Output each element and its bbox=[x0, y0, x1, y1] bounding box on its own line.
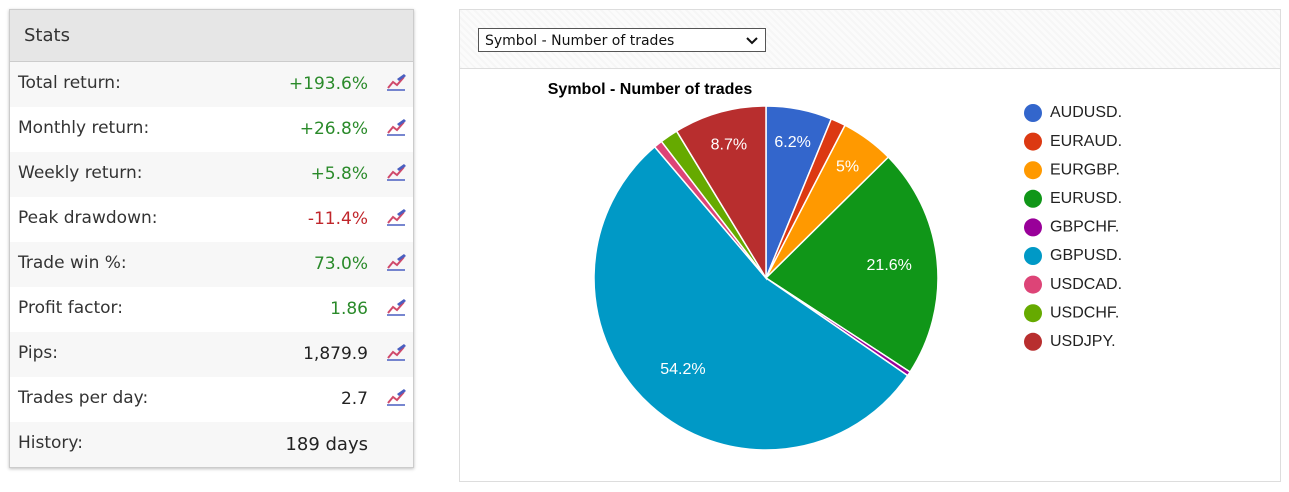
icon-line bbox=[387, 76, 405, 89]
legend-swatch bbox=[1024, 161, 1042, 180]
icon-pen bbox=[397, 254, 406, 261]
dropdown-arrow bbox=[746, 37, 758, 45]
data-label: 21.6% bbox=[867, 257, 912, 274]
chart-icon[interactable] bbox=[385, 163, 407, 181]
icon-line bbox=[387, 391, 405, 404]
stats-rows: Total return: +193.6% Monthly return: +26.… bbox=[10, 62, 413, 467]
pie-slice bbox=[593, 145, 909, 451]
stat-value: 1,879.9 bbox=[303, 344, 368, 364]
dropdown-label: Symbol - Number of trades bbox=[485, 33, 675, 49]
stat-row: Weekly return: +5.8% bbox=[10, 152, 413, 197]
stat-row: Total return: +193.6% bbox=[10, 62, 413, 107]
legend-label: GBPCHF. bbox=[1050, 219, 1119, 236]
icon-pen bbox=[397, 74, 406, 81]
stat-value: 73.0% bbox=[313, 254, 368, 274]
icon-line bbox=[387, 121, 405, 134]
icon-line bbox=[387, 211, 405, 224]
data-label: 6.2% bbox=[774, 134, 810, 151]
stat-row: Profit factor: 1.86 bbox=[10, 287, 413, 332]
chart-icon[interactable] bbox=[385, 343, 407, 361]
pie-slice bbox=[675, 105, 767, 281]
chart-icon[interactable] bbox=[385, 208, 407, 226]
legend-swatch bbox=[1024, 132, 1042, 151]
stats-title: Stats bbox=[10, 10, 413, 62]
legend-label: GBPUSD. bbox=[1050, 247, 1122, 264]
icon-pen bbox=[397, 119, 406, 126]
stat-row: Pips: 1,879.9 bbox=[10, 332, 413, 377]
stat-value: 189 days bbox=[285, 434, 368, 455]
legend-label: EURUSD. bbox=[1050, 190, 1122, 207]
stat-value: +193.6% bbox=[288, 74, 368, 94]
legend-swatch bbox=[1024, 304, 1042, 323]
stat-row: Monthly return: +26.8% bbox=[10, 107, 413, 152]
data-label: 8.7% bbox=[711, 137, 747, 154]
legend-label: USDCAD. bbox=[1050, 276, 1122, 293]
legend-swatch bbox=[1024, 189, 1042, 208]
legend-label: EURAUD. bbox=[1050, 133, 1122, 150]
stat-row: Peak drawdown: -11.4% bbox=[10, 197, 413, 242]
legend-label: EURGBP. bbox=[1050, 161, 1120, 178]
stat-value: 2.7 bbox=[340, 389, 368, 409]
stat-label: Profit factor: bbox=[18, 298, 123, 318]
legend-label: USDJPY. bbox=[1050, 333, 1116, 350]
chart-icon[interactable] bbox=[385, 253, 407, 271]
stat-row: Trade win %: 73.0% bbox=[10, 242, 413, 287]
dropdown[interactable]: Symbol - Number of trades bbox=[478, 28, 766, 52]
icon-line bbox=[387, 256, 405, 269]
pie-slice bbox=[764, 156, 939, 374]
legend-swatch bbox=[1024, 332, 1042, 351]
chart-icon[interactable] bbox=[385, 298, 407, 316]
stat-value: -11.4% bbox=[307, 209, 368, 229]
icon-pen bbox=[397, 209, 406, 216]
legend-swatch bbox=[1024, 247, 1042, 265]
chart-icon[interactable] bbox=[385, 118, 407, 136]
stat-label: Pips: bbox=[18, 343, 58, 363]
legend-label: USDCHF. bbox=[1050, 304, 1119, 321]
panel-header: Symbol - Number of trades bbox=[460, 10, 1280, 69]
stat-label: Weekly return: bbox=[18, 163, 143, 183]
legend-swatch bbox=[1024, 104, 1042, 122]
chart-title: Symbol - Number of trades bbox=[548, 81, 753, 98]
stat-label: Trade win %: bbox=[18, 253, 127, 273]
stat-label: Trades per day: bbox=[18, 388, 149, 408]
stat-value: +26.8% bbox=[299, 119, 368, 139]
chart-icon[interactable] bbox=[385, 73, 407, 91]
stat-row: History: 189 days bbox=[10, 422, 413, 467]
icon-line bbox=[387, 346, 405, 359]
legend-swatch bbox=[1024, 275, 1042, 294]
legend-swatch bbox=[1024, 218, 1042, 237]
stat-value: 1.86 bbox=[330, 299, 368, 319]
stat-row: Trades per day: 2.7 bbox=[10, 377, 413, 422]
data-label: 5% bbox=[836, 158, 859, 175]
data-label: 54.2% bbox=[660, 361, 705, 378]
icon-line bbox=[387, 301, 405, 314]
icon-pen bbox=[397, 389, 406, 396]
legend-label: AUDUSD. bbox=[1050, 104, 1122, 121]
stat-value: +5.8% bbox=[310, 164, 368, 184]
stat-label: Monthly return: bbox=[18, 118, 150, 138]
stats-panel: Stats Total return: +193.6% Monthly retur… bbox=[9, 9, 414, 468]
stat-label: Peak drawdown: bbox=[18, 208, 158, 228]
icon-pen bbox=[397, 344, 406, 351]
icon-line bbox=[387, 166, 405, 179]
icon-pen bbox=[397, 164, 406, 171]
chart-icon[interactable] bbox=[385, 388, 407, 406]
stat-label: History: bbox=[18, 433, 83, 453]
stat-label: Total return: bbox=[18, 73, 121, 93]
icon-pen bbox=[397, 299, 406, 306]
